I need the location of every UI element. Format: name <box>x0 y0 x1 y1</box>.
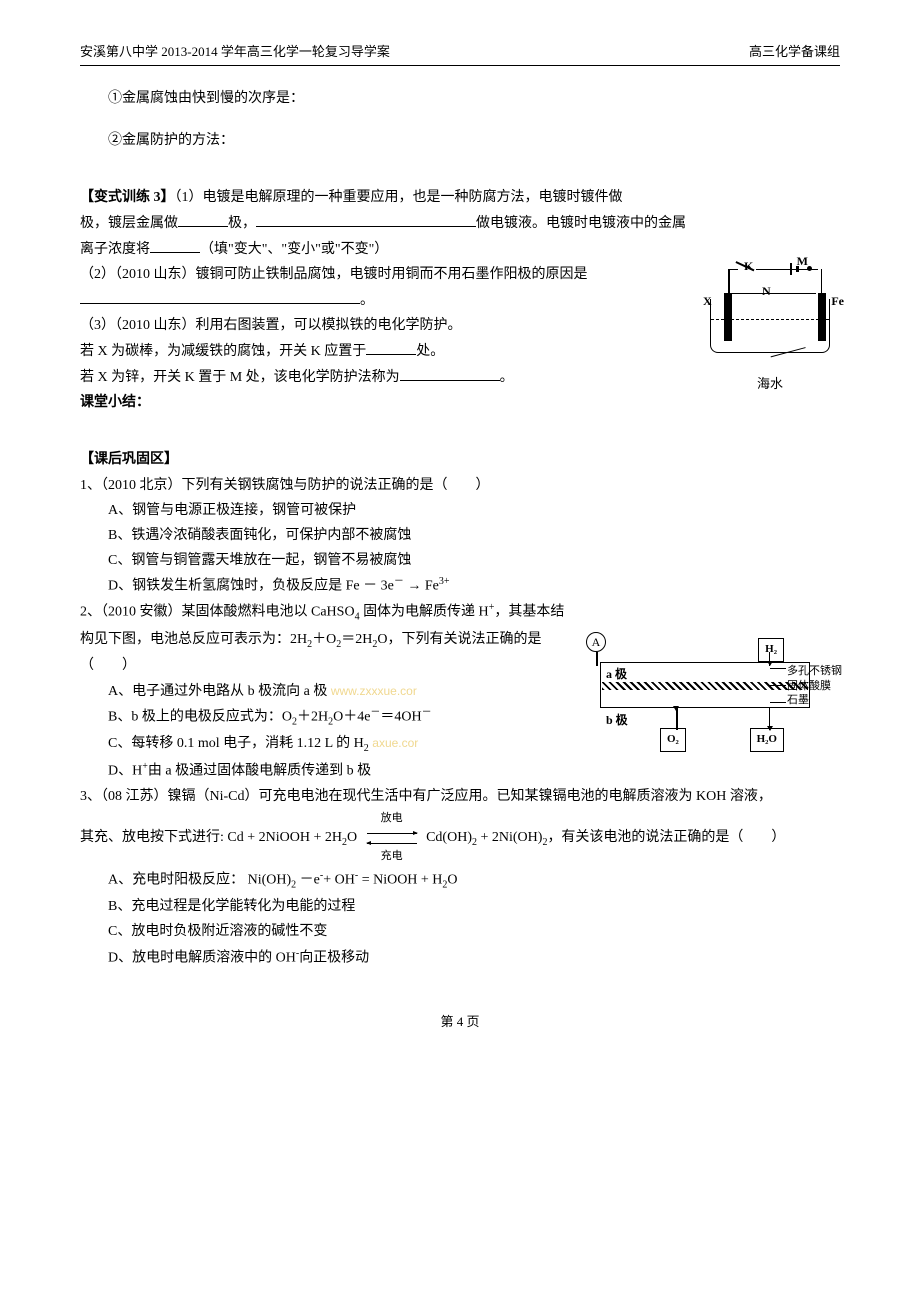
item-corrosionspeed: ①金属腐蚀由快到慢的次序是： <box>80 86 840 111</box>
watermark: axue.cor <box>372 736 418 750</box>
q3-stem1: 3、（08 江苏）镍镉（Ni-Cd）可充电电池在现代生活中有广泛应用。已知某镍镉… <box>80 784 840 809</box>
header-left: 安溪第八中学 2013-2014 学年高三化学一轮复习导学案 <box>80 40 390 63</box>
q1-b: B、铁遇冷浓硝酸表面钝化，可保护内部不被腐蚀 <box>108 523 840 548</box>
q1-a: A、钢管与电源正极连接，钢管可被保护 <box>108 498 840 523</box>
cell-right-labels: 多孔不锈钢 固体酸膜 石墨 <box>787 664 842 707</box>
fuel-cell-diagram: A a 极 b 极 H₂ O₂ H₂O 多孔不锈钢 固体酸膜 石墨 <box>580 623 840 758</box>
label-a-pole: a 极 <box>606 664 627 686</box>
page-number: 第 4 页 <box>80 1010 840 1033</box>
label-k: K <box>744 256 753 278</box>
page-header: 安溪第八中学 2013-2014 学年高三化学一轮复习导学案 高三化学备课组 <box>80 40 840 66</box>
blank[interactable] <box>80 287 360 304</box>
q2-block: A a 极 b 极 H₂ O₂ H₂O 多孔不锈钢 固体酸膜 石墨 2、（201… <box>80 599 840 784</box>
h2-box: H₂ <box>758 638 784 662</box>
variant3-p1: 【变式训练 3】（1）电镀是电解原理的一种重要应用，也是一种防腐方法，电镀时镀件… <box>80 185 840 210</box>
q3-b: B、充电过程是化学能转化为电能的过程 <box>108 894 840 919</box>
q3-stem2: 其充、放电按下式进行: Cd + 2NiOOH + 2H2O 放电 充电 Cd(… <box>80 809 840 867</box>
sea-label: 海水 <box>700 372 840 395</box>
q3-a: A、充电时阳极反应： Ni(OH)2 －e-+ OH- = NiOOH + H2… <box>108 867 840 894</box>
watermark: www.zxxxue.cor <box>331 684 417 698</box>
variant3-title: 【变式训练 3】 <box>80 190 175 205</box>
item-protection-method: ②金属防护的方法： <box>80 128 840 153</box>
circle-a: A <box>586 632 606 652</box>
blank[interactable] <box>178 210 228 227</box>
variant3-block: K M N X Fe 海水 【变式训练 3】（1）电镀是电解原理的一种重要应用，… <box>80 185 840 416</box>
label-b-pole: b 极 <box>606 710 628 732</box>
reaction-labels: 放电 充电 <box>365 809 419 867</box>
q1-c: C、钢管与铜管露天堆放在一起，钢管不易被腐蚀 <box>108 548 840 573</box>
blank[interactable] <box>256 210 476 227</box>
label-fe: Fe <box>831 291 844 313</box>
superscript-minus: － <box>394 576 404 587</box>
superscript-3plus: 3+ <box>439 576 450 587</box>
equilibrium-arrows <box>367 829 417 847</box>
blank[interactable] <box>150 236 200 253</box>
q2-d: D、H+由 a 极通过固体酸电解质传递到 b 极 <box>108 758 840 784</box>
q3-c: C、放电时负极附近溶液的碱性不变 <box>108 919 840 944</box>
beaker-diagram: K M N X Fe 海水 <box>700 255 840 395</box>
q1-stem: 1、（2010 北京）下列有关钢铁腐蚀与防护的说法正确的是（ ） <box>80 473 840 498</box>
section2-title: 【课后巩固区】 <box>80 447 840 472</box>
blank[interactable] <box>366 338 416 355</box>
blank[interactable] <box>400 364 500 381</box>
q3-d: D、放电时电解质溶液中的 OH-向正极移动 <box>108 945 840 971</box>
o2-box: O₂ <box>660 728 686 752</box>
q1-d: D、钢铁发生析氢腐蚀时，负极反应是 Fe － 3e－ → Fe3+ <box>108 573 840 599</box>
h2o-box: H₂O <box>750 728 784 752</box>
header-right: 高三化学备课组 <box>749 40 840 63</box>
